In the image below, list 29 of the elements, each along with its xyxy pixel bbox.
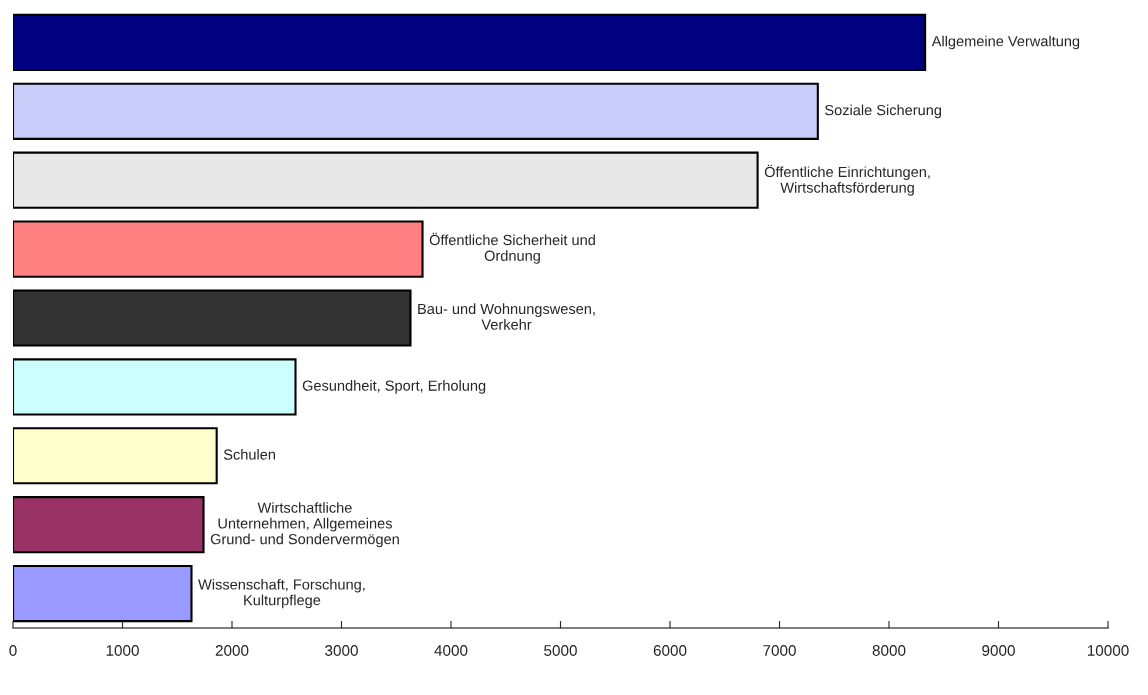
x-tick-label: 3000 xyxy=(325,645,358,656)
bar xyxy=(13,427,218,485)
y-tick-label: Wirtschaftliche Unternehmen, Allgemeines Grund- und Sondervermögen xyxy=(210,502,399,548)
y-tick-label: Schulen xyxy=(223,448,275,460)
bar xyxy=(13,151,759,209)
bar xyxy=(13,564,193,623)
x-tick-label: 1000 xyxy=(106,645,139,656)
bar xyxy=(13,82,819,140)
x-tick-label: 8000 xyxy=(872,645,906,656)
y-tick-label: Öffentliche Sicherheit und Ordnung xyxy=(429,232,595,264)
bar xyxy=(13,220,424,278)
x-tick-label: 5000 xyxy=(544,645,577,656)
y-tick-label: Soziale Sicherung xyxy=(825,104,941,119)
y-tick-label: Allgemeine Verwaltung xyxy=(931,35,1080,50)
y-tick-label: Bau- und Wohnungswesen, Verkehr xyxy=(418,303,595,330)
x-tick-label: 6000 xyxy=(653,645,687,656)
y-tick-label: Gesundheit, Sport, Erholung xyxy=(302,380,486,394)
x-tick-label: 4000 xyxy=(434,645,468,656)
y-tick-label: Wissenschaft, Forschung, Kulturpflege xyxy=(198,578,365,609)
x-tick-label: 9000 xyxy=(982,645,1015,656)
bar xyxy=(13,358,297,416)
x-tick-label: 10000 xyxy=(1087,645,1129,656)
y-tick-label: Öffentliche Einrichtungen, Wirtschaftsförderung xyxy=(764,164,930,196)
x-tick-label: 0 xyxy=(9,645,17,656)
bar xyxy=(13,496,205,554)
x-tick-label: 7000 xyxy=(763,645,796,656)
bar xyxy=(13,289,412,347)
x-tick-label: 2000 xyxy=(215,645,249,656)
bar xyxy=(13,13,927,72)
